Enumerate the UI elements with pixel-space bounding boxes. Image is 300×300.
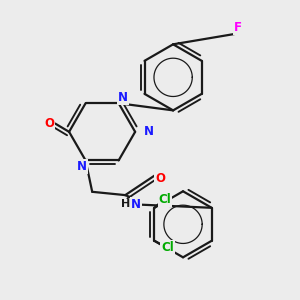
Text: F: F (233, 21, 242, 34)
Text: O: O (44, 117, 54, 130)
Text: N: N (76, 160, 87, 173)
Text: H: H (121, 200, 130, 209)
Text: O: O (155, 172, 165, 184)
Text: N: N (118, 91, 128, 104)
Text: Cl: Cl (159, 193, 171, 206)
Text: N: N (143, 125, 153, 138)
Text: Cl: Cl (161, 241, 174, 254)
Text: N: N (131, 198, 141, 211)
